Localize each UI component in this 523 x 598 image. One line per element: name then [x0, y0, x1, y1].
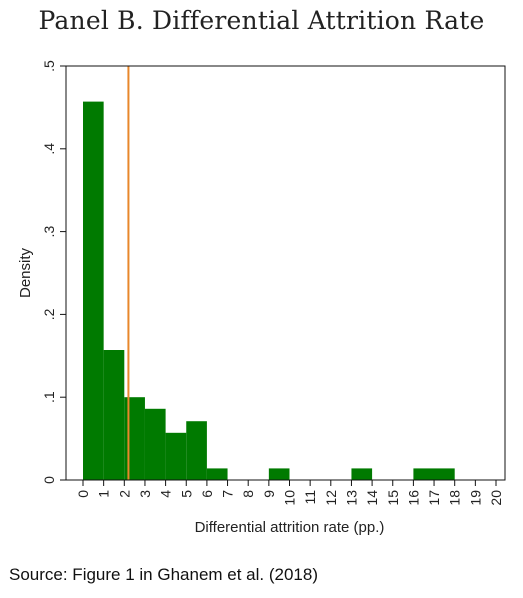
x-tick-label: 19 [467, 490, 483, 506]
x-tick-label: 15 [385, 490, 401, 506]
x-tick-label: 10 [282, 490, 298, 506]
x-tick-label: 1 [96, 490, 112, 498]
y-tick-label: .2 [41, 308, 57, 320]
plot-frame [65, 65, 506, 481]
y-tick-label: .1 [41, 391, 57, 403]
histogram-bar-8 [351, 468, 373, 480]
x-tick-label: 0 [75, 490, 91, 498]
histogram-bar-4 [165, 432, 187, 480]
histogram-bar-2 [124, 397, 145, 480]
y-tick-label: 0 [41, 476, 57, 484]
x-tick-label: 18 [447, 490, 463, 506]
x-tick-label: 6 [199, 490, 215, 498]
histogram-bar-3 [144, 408, 166, 480]
y-axis-label: Density [17, 247, 34, 298]
histogram-chart: 0.1.2.3.4.5 0 1 2 3 4 5 6 7 8 9 10 11 12 13 14 15 16 17 18… [17, 60, 506, 536]
x-axis-label: Differential attrition rate (pp.) [195, 519, 385, 536]
x-tick-label: 3 [137, 490, 153, 498]
x-axis: 0 1 2 3 4 5 6 7 8 9 10 11 12 13 14 15 16 17 18 19 20 [75, 480, 504, 506]
histogram-bar-1 [103, 350, 125, 480]
histogram-bar-6 [206, 468, 228, 480]
x-tick-label: 13 [343, 490, 359, 506]
x-tick-label: 11 [302, 490, 318, 505]
x-tick-label: 17 [426, 490, 442, 506]
x-tick-label: 16 [405, 490, 421, 506]
x-tick-label: 2 [116, 490, 132, 498]
histogram-bar-9 [413, 468, 455, 480]
x-tick-label: 20 [488, 490, 504, 506]
y-axis: 0 .1 .2 .3 .4 .5 [41, 60, 66, 484]
x-tick-label: 5 [178, 490, 194, 498]
x-tick-label: 14 [364, 490, 380, 506]
histogram-bar-7 [268, 468, 290, 480]
panel-title: Panel B. Differential Attrition Rate [38, 6, 485, 35]
histogram-bars [83, 101, 455, 480]
source-note: Source: Figure 1 in Ghanem et al. (2018) [9, 565, 318, 584]
x-tick-label: 12 [323, 490, 339, 506]
y-tick-label: .5 [41, 60, 57, 72]
histogram-bar-5 [186, 421, 207, 480]
x-tick-label: 9 [261, 490, 277, 498]
y-tick-label: .4 [41, 143, 57, 155]
x-tick-label: 4 [158, 490, 174, 498]
y-tick-label: .3 [41, 226, 57, 238]
x-tick-label: 7 [220, 490, 236, 498]
x-tick-label: 8 [240, 490, 256, 498]
histogram-bar-0 [83, 101, 104, 480]
